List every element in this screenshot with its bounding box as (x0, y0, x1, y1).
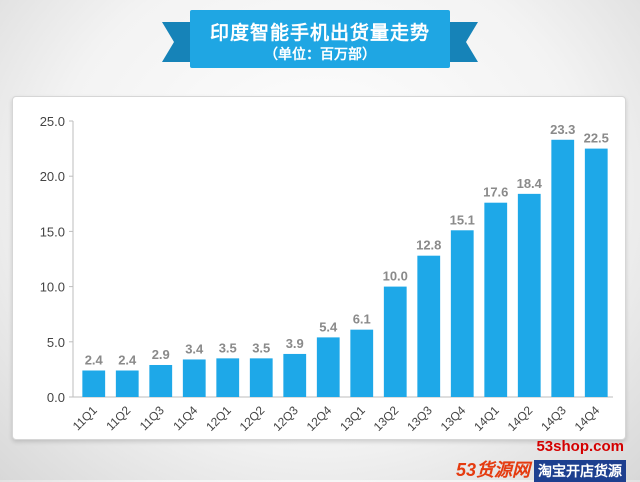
bar-value-label: 3.5 (219, 340, 237, 355)
chart-panel: 0.0 5.0 10.0 15.0 20.0 25.0 2.4 11Q1 2.4 11Q2 2.9 1… (12, 96, 626, 440)
x-tick-label: 11Q1 (70, 403, 100, 433)
bar (115, 370, 139, 397)
bar-value-label: 12.8 (416, 238, 441, 253)
x-tick-label: 13Q1 (337, 403, 368, 434)
bar-value-label: 3.5 (252, 340, 270, 355)
bar-value-label: 6.1 (353, 312, 371, 327)
x-tick-label: 14Q2 (505, 403, 536, 434)
x-tick-label: 14Q3 (538, 403, 569, 434)
x-tick-label: 12Q4 (304, 403, 335, 434)
bar-value-label: 22.5 (584, 131, 609, 146)
x-tick-label: 12Q3 (270, 403, 301, 434)
watermark: 53shop.com 53货源网 淘宝开店货源 (430, 438, 630, 482)
y-tick-label: 25.0 (40, 114, 65, 129)
bar-value-label: 3.9 (286, 336, 304, 351)
chart-subtitle: （单位：百万部） (264, 46, 376, 62)
y-tick-label: 0.0 (47, 390, 65, 405)
x-tick-label: 13Q4 (438, 403, 469, 434)
bar-value-label: 18.4 (517, 176, 543, 191)
bar (484, 202, 508, 397)
bar-value-label: 17.6 (483, 185, 508, 200)
bar-chart: 0.0 5.0 10.0 15.0 20.0 25.0 2.4 11Q1 2.4 11Q2 2.9 1… (40, 114, 613, 434)
bar (417, 255, 441, 397)
bar (350, 329, 374, 397)
bar-value-label: 2.9 (152, 347, 170, 362)
bar (82, 370, 106, 397)
x-tick-label: 14Q4 (572, 403, 603, 434)
bar-value-label: 5.4 (319, 319, 338, 334)
bar-value-label: 2.4 (118, 353, 137, 368)
watermark-logo: 53货源网 (455, 460, 530, 480)
title-ribbon: 印度智能手机出货量走势 （单位：百万部） (162, 4, 478, 68)
x-tick-label: 11Q2 (103, 403, 133, 433)
bar (316, 337, 340, 397)
y-tick-label: 20.0 (40, 169, 65, 184)
bar (216, 358, 240, 397)
bar (551, 139, 575, 397)
bar (182, 359, 206, 397)
bar (249, 358, 273, 397)
bar (450, 230, 474, 397)
x-tick-label: 13Q3 (404, 403, 435, 434)
bar (517, 193, 541, 397)
bar-value-label: 23.3 (550, 122, 575, 137)
watermark-logo-row: 53货源网 淘宝开店货源 (456, 456, 626, 482)
x-tick-label: 12Q2 (237, 403, 268, 434)
x-tick-label: 14Q1 (471, 403, 502, 434)
watermark-site: 53shop.com (536, 438, 624, 455)
ribbon-shape (162, 10, 478, 68)
y-tick-label: 10.0 (40, 280, 65, 295)
bar (149, 364, 173, 397)
bar (383, 286, 407, 397)
bar-value-label: 2.4 (85, 353, 104, 368)
y-tick-label: 15.0 (40, 224, 65, 239)
x-tick-label: 11Q4 (170, 403, 200, 433)
y-tick-label: 5.0 (47, 335, 65, 350)
bar-value-label: 3.4 (185, 341, 204, 356)
x-tick-label: 11Q3 (137, 403, 167, 433)
bar (584, 148, 608, 397)
bar (283, 353, 307, 397)
bar-value-label: 15.1 (450, 212, 475, 227)
bar-value-label: 10.0 (383, 269, 408, 284)
x-tick-label: 12Q1 (203, 403, 234, 434)
watermark-tag: 淘宝开店货源 (534, 460, 626, 482)
x-tick-label: 13Q2 (371, 403, 402, 434)
chart-title: 印度智能手机出货量走势 (209, 23, 430, 44)
